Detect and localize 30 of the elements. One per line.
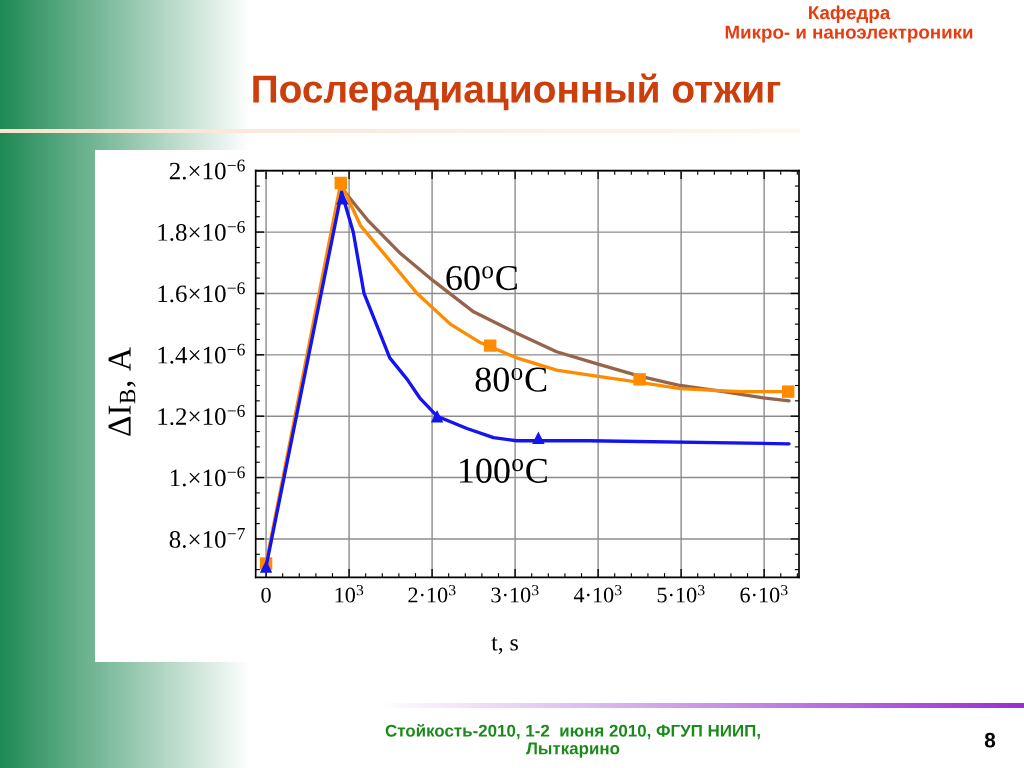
x-tick-label: 4·10$^{3}$ (573, 584, 622, 603)
y-tick-label: 8.×10$^{−7}$ (169, 528, 245, 548)
y-tick-label: 1.2×10$^{−6}$ (158, 405, 245, 426)
text: 8 (984, 732, 996, 748)
point (633, 373, 646, 386)
chart-title: Послерадиационный отжиг (253, 73, 781, 111)
point (483, 339, 497, 352)
y-tick-label: 2.×10$^{−6}$ (169, 159, 245, 180)
series-label: 60$^{o}$C (446, 265, 517, 291)
x-axis-title: t, s (491, 637, 518, 655)
point (336, 192, 349, 205)
point (782, 385, 795, 398)
x-tick-label: 3·10$^{3}$ (491, 584, 539, 603)
series-label: 80$^{o}$C (475, 367, 547, 392)
y-tick-label: 1.4×10$^{−6}$ (158, 343, 245, 364)
x-tick-label: 5·10$^{3}$ (657, 584, 705, 603)
y-axis-title: ΔI$_{B}$, A (108, 347, 136, 436)
x-tick-label: 10$^{3}$ (335, 584, 364, 603)
point (532, 431, 545, 444)
x-tick-label: 0 (261, 587, 271, 603)
y-tick-label: 1.6×10$^{−6}$ (158, 282, 245, 303)
text: Стойкость-2010, 1-2 июня 2010, ФГУП НИИП, Лыткарино (385, 723, 760, 758)
text: Кафедра Микро- и наноэлектроники (725, 5, 973, 43)
series-label: 100$^{o}$C (460, 458, 547, 483)
point (430, 409, 444, 423)
x-tick-label: 2·10$^{3}$ (408, 584, 456, 603)
y-tick-label: 1.8×10$^{−6}$ (158, 221, 245, 241)
y-tick-label: 1.×10$^{−6}$ (170, 466, 245, 487)
point (334, 176, 347, 190)
x-tick-label: 6·10$^{3}$ (740, 584, 788, 603)
